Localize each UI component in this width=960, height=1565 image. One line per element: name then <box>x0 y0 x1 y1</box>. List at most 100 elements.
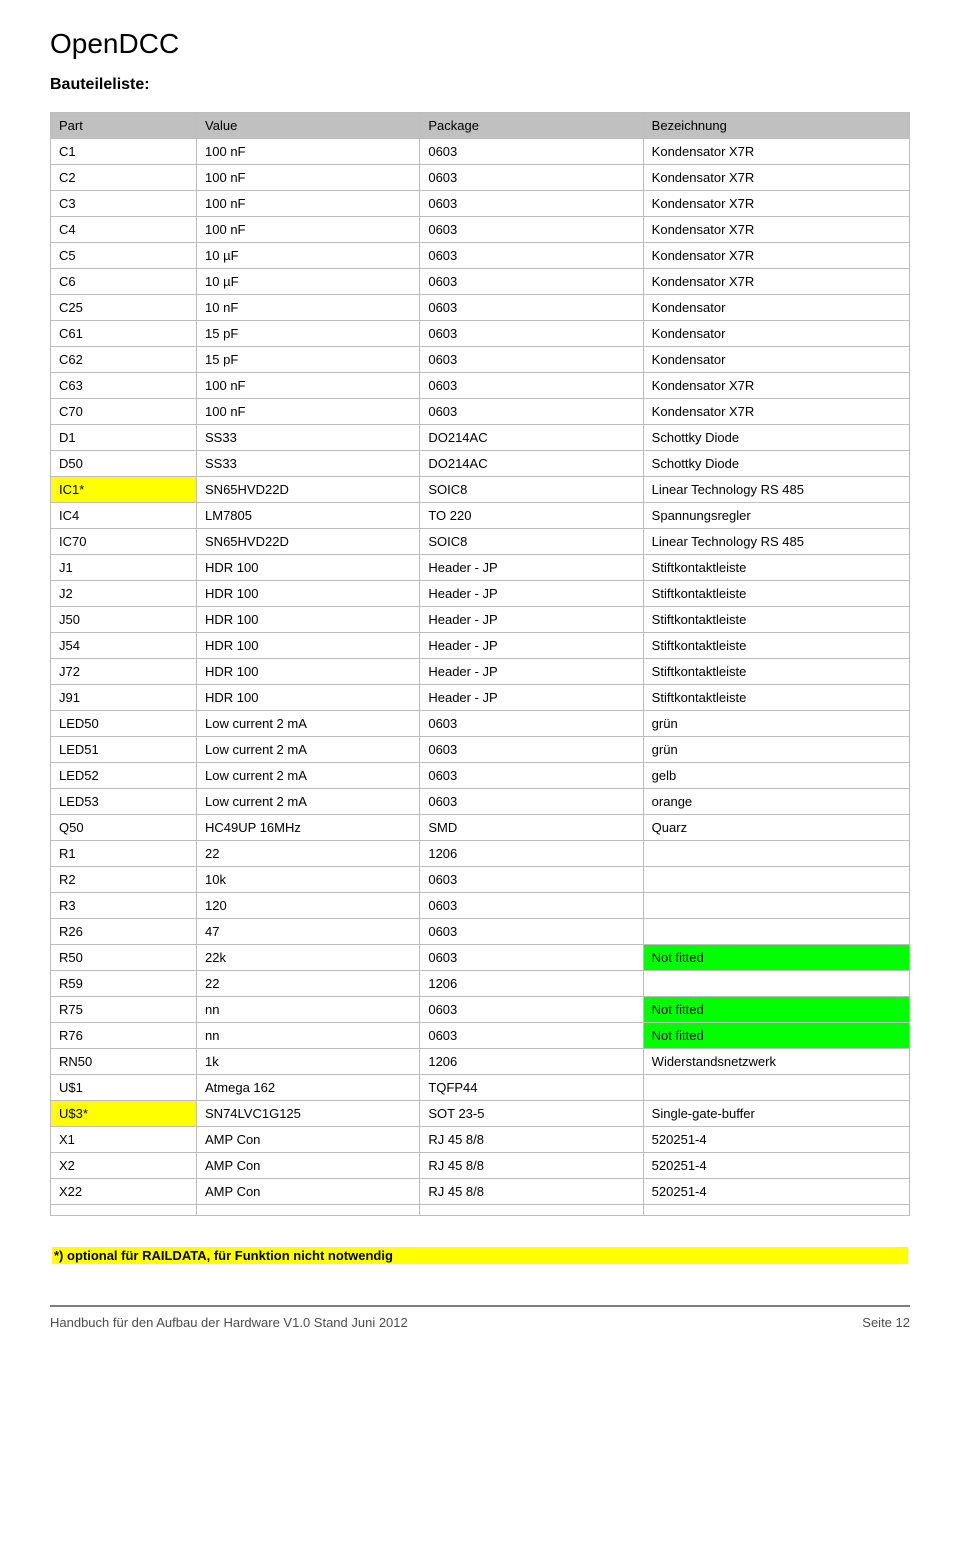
cell-description <box>643 1205 909 1216</box>
cell-package: 1206 <box>420 971 643 997</box>
table-row: J50HDR 100Header - JPStiftkontaktleiste <box>51 607 910 633</box>
table-row: J54HDR 100Header - JPStiftkontaktleiste <box>51 633 910 659</box>
cell-package: 0603 <box>420 893 643 919</box>
cell-package <box>420 1205 643 1216</box>
cell-part: J1 <box>51 555 197 581</box>
table-row: R26470603 <box>51 919 910 945</box>
cell-description: Stiftkontaktleiste <box>643 607 909 633</box>
cell-description: Kondensator X7R <box>643 243 909 269</box>
cell-part: U$1 <box>51 1075 197 1101</box>
cell-part: R59 <box>51 971 197 997</box>
cell-part: LED51 <box>51 737 197 763</box>
footer-page-number: 12 <box>896 1315 910 1330</box>
cell-package: Header - JP <box>420 581 643 607</box>
cell-description: Spannungsregler <box>643 503 909 529</box>
cell-part: C4 <box>51 217 197 243</box>
cell-part: R3 <box>51 893 197 919</box>
cell-description <box>643 893 909 919</box>
cell-value: SN65HVD22D <box>197 529 420 555</box>
cell-description: Kondensator <box>643 347 909 373</box>
cell-value: HDR 100 <box>197 633 420 659</box>
cell-description: Kondensator X7R <box>643 139 909 165</box>
cell-description <box>643 971 909 997</box>
cell-package: 0603 <box>420 321 643 347</box>
cell-part: J91 <box>51 685 197 711</box>
parts-table: PartValuePackageBezeichnung C1100 nF0603… <box>50 112 910 1216</box>
table-row: RN501k1206Widerstandsnetzwerk <box>51 1049 910 1075</box>
cell-description: 520251-4 <box>643 1179 909 1205</box>
cell-package: DO214AC <box>420 451 643 477</box>
cell-part: J72 <box>51 659 197 685</box>
table-row: C6115 pF0603Kondensator <box>51 321 910 347</box>
cell-value: HDR 100 <box>197 685 420 711</box>
table-row: C4100 nF0603Kondensator X7R <box>51 217 910 243</box>
cell-description: Not fitted <box>643 945 909 971</box>
cell-part: R50 <box>51 945 197 971</box>
cell-value: SS33 <box>197 425 420 451</box>
cell-part: R2 <box>51 867 197 893</box>
table-row: X1AMP ConRJ 45 8/8520251-4 <box>51 1127 910 1153</box>
cell-part: J54 <box>51 633 197 659</box>
cell-description: Kondensator <box>643 295 909 321</box>
cell-part: C3 <box>51 191 197 217</box>
cell-part: C2 <box>51 165 197 191</box>
cell-value: HDR 100 <box>197 607 420 633</box>
cell-part: X22 <box>51 1179 197 1205</box>
cell-description: Single-gate-buffer <box>643 1101 909 1127</box>
cell-package: 0603 <box>420 373 643 399</box>
cell-description: Stiftkontaktleiste <box>643 659 909 685</box>
cell-description: Stiftkontaktleiste <box>643 633 909 659</box>
cell-package: 0603 <box>420 867 643 893</box>
cell-description: Kondensator X7R <box>643 191 909 217</box>
cell-package: RJ 45 8/8 <box>420 1179 643 1205</box>
cell-value: AMP Con <box>197 1127 420 1153</box>
cell-part: C70 <box>51 399 197 425</box>
cell-value: 10 µF <box>197 269 420 295</box>
cell-part: X1 <box>51 1127 197 1153</box>
cell-part: R75 <box>51 997 197 1023</box>
cell-description: Stiftkontaktleiste <box>643 581 909 607</box>
table-row: J2HDR 100Header - JPStiftkontaktleiste <box>51 581 910 607</box>
cell-package: 1206 <box>420 841 643 867</box>
table-row: J72HDR 100Header - JPStiftkontaktleiste <box>51 659 910 685</box>
table-row: C63100 nF0603Kondensator X7R <box>51 373 910 399</box>
cell-value: AMP Con <box>197 1153 420 1179</box>
table-row <box>51 1205 910 1216</box>
cell-part: LED53 <box>51 789 197 815</box>
cell-value: SN74LVC1G125 <box>197 1101 420 1127</box>
cell-value: Low current 2 mA <box>197 789 420 815</box>
cell-value: 10k <box>197 867 420 893</box>
table-row: D1SS33DO214ACSchottky Diode <box>51 425 910 451</box>
cell-part: LED50 <box>51 711 197 737</box>
cell-package: 0603 <box>420 789 643 815</box>
column-header: Package <box>420 113 643 139</box>
cell-value: 10 µF <box>197 243 420 269</box>
table-row: Q50HC49UP 16MHzSMDQuarz <box>51 815 910 841</box>
table-row: R76nn0603Not fitted <box>51 1023 910 1049</box>
cell-description <box>643 867 909 893</box>
cell-package: 0603 <box>420 347 643 373</box>
table-row: J91HDR 100Header - JPStiftkontaktleiste <box>51 685 910 711</box>
cell-package: SMD <box>420 815 643 841</box>
cell-package: 0603 <box>420 1023 643 1049</box>
cell-description: Schottky Diode <box>643 425 909 451</box>
cell-part: R1 <box>51 841 197 867</box>
cell-package: Header - JP <box>420 659 643 685</box>
cell-package: SOT 23-5 <box>420 1101 643 1127</box>
table-row: C2510 nF0603Kondensator <box>51 295 910 321</box>
cell-value <box>197 1205 420 1216</box>
cell-description: 520251-4 <box>643 1153 909 1179</box>
table-row: IC4LM7805TO 220Spannungsregler <box>51 503 910 529</box>
cell-value: SN65HVD22D <box>197 477 420 503</box>
table-row: C510 µF0603Kondensator X7R <box>51 243 910 269</box>
table-header-row: PartValuePackageBezeichnung <box>51 113 910 139</box>
cell-description: Kondensator X7R <box>643 165 909 191</box>
table-row: C3100 nF0603Kondensator X7R <box>51 191 910 217</box>
table-row: R31200603 <box>51 893 910 919</box>
cell-value: Low current 2 mA <box>197 737 420 763</box>
cell-value: Low current 2 mA <box>197 763 420 789</box>
footnote: *) optional für RAILDATA, für Funktion n… <box>50 1246 910 1265</box>
cell-description: grün <box>643 737 909 763</box>
cell-value: AMP Con <box>197 1179 420 1205</box>
cell-description: 520251-4 <box>643 1127 909 1153</box>
